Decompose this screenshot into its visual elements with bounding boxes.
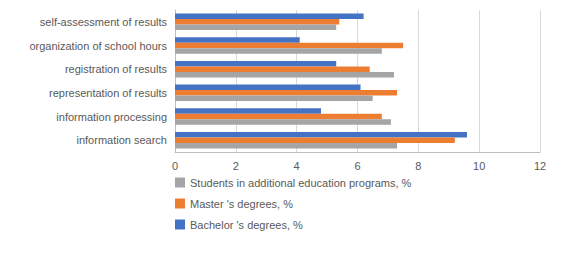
svg-text:representation of results: representation of results [49, 87, 168, 99]
svg-text:Bachelor 's degrees, %: Bachelor 's degrees, % [190, 219, 303, 231]
svg-text:12: 12 [534, 160, 546, 172]
svg-text:4: 4 [294, 160, 300, 172]
svg-text:0: 0 [172, 160, 178, 172]
svg-text:information search: information search [77, 134, 168, 146]
svg-text:Master 's degrees, %: Master 's degrees, % [190, 198, 293, 210]
svg-text:2: 2 [233, 160, 239, 172]
svg-text:self-assessment of results: self-assessment of results [40, 16, 168, 28]
svg-text:Students in additional educati: Students in additional education program… [190, 177, 412, 189]
svg-text:6: 6 [354, 160, 360, 172]
svg-text:registration of results: registration of results [65, 63, 168, 75]
svg-text:organization of school hours: organization of school hours [29, 40, 167, 52]
svg-text:10: 10 [473, 160, 485, 172]
svg-text:information processing: information processing [56, 111, 167, 123]
svg-text:8: 8 [415, 160, 421, 172]
